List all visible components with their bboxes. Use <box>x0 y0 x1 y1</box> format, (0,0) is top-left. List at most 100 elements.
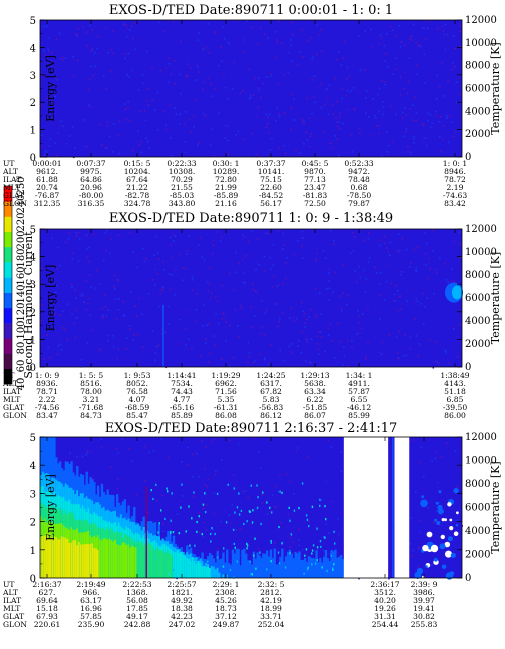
table-row-label: ILAT <box>3 596 21 605</box>
table-cell: 2308. <box>215 588 237 597</box>
heatmap-cell <box>211 440 214 443</box>
heatmap-cell <box>160 288 162 291</box>
heatmap-cell <box>295 449 297 452</box>
table-cell: 72.80 <box>215 175 237 184</box>
heatmap-cell <box>403 87 405 90</box>
heatmap-cell <box>109 252 111 255</box>
heatmap-cell <box>100 540 104 578</box>
heatmap-cell <box>432 521 435 524</box>
heatmap-cell <box>228 272 231 275</box>
y-tick-label: 0 <box>30 153 36 164</box>
heatmap-cell <box>382 105 385 108</box>
heatmap-cell <box>408 266 411 268</box>
heatmap-cell <box>174 107 176 109</box>
heatmap-cell <box>265 113 268 116</box>
heatmap-cell <box>58 57 61 60</box>
heatmap-cell <box>169 288 172 291</box>
heatmap-cell <box>140 151 143 154</box>
heatmap-cell <box>290 60 293 62</box>
heatmap-cell <box>217 300 220 302</box>
y2-tick-label: 0 <box>465 152 471 163</box>
colorbar-segment <box>4 338 12 354</box>
heatmap-cell <box>210 566 214 578</box>
heatmap-cell <box>228 514 231 516</box>
heatmap-cell <box>191 517 193 520</box>
y2-tick-label: 8000 <box>465 61 490 72</box>
heatmap-cell <box>331 340 333 342</box>
heatmap-cell <box>145 50 148 53</box>
heatmap-cell <box>165 128 168 131</box>
heatmap-cell <box>384 299 386 302</box>
table-cell: 18.38 <box>171 604 193 613</box>
heatmap-cell <box>154 556 156 559</box>
heatmap-cell <box>243 522 245 526</box>
heatmap-cell <box>71 125 74 128</box>
table-cell: 4911. <box>348 379 370 388</box>
heatmap-cell <box>205 504 208 506</box>
heatmap-cell <box>227 41 230 44</box>
heatmap-cell <box>156 129 159 131</box>
heatmap-cell <box>333 563 335 566</box>
heatmap-cell <box>451 268 453 270</box>
heatmap-cell <box>337 518 339 520</box>
heatmap-cell <box>260 96 262 99</box>
heatmap-cell <box>159 69 162 72</box>
heatmap-cell <box>389 254 391 256</box>
heatmap-cell <box>278 146 280 149</box>
heatmap-cell <box>62 59 64 61</box>
heatmap-cell <box>273 505 276 508</box>
heatmap-column <box>269 549 273 578</box>
heatmap-cell <box>320 313 322 315</box>
heatmap-streak <box>145 486 147 578</box>
heatmap-cell <box>447 536 453 542</box>
heatmap-cell <box>250 306 252 308</box>
heatmap-cell <box>336 100 339 103</box>
heatmap-cell <box>247 341 250 344</box>
heatmap-cell <box>273 542 276 544</box>
heatmap-cell <box>279 474 281 476</box>
heatmap-cell <box>184 140 187 143</box>
heatmap-cell <box>254 315 256 317</box>
table-cell: 21.99 <box>215 183 237 192</box>
table-cell: 69.64 <box>36 596 58 605</box>
heatmap-cell <box>83 544 86 578</box>
heatmap-cell <box>224 137 226 139</box>
heatmap-column <box>294 551 297 578</box>
heatmap-cell <box>49 138 52 140</box>
heatmap-cell <box>102 538 105 578</box>
heatmap-cell <box>178 253 181 255</box>
heatmap-cell <box>317 87 319 89</box>
heatmap-cell <box>188 338 190 341</box>
heatmap-cell <box>350 90 352 93</box>
heatmap-cell <box>405 128 408 130</box>
heatmap-cell <box>330 446 332 449</box>
heatmap-cell <box>282 232 285 235</box>
heatmap-cell <box>254 537 256 540</box>
heatmap-cell <box>161 286 164 288</box>
heatmap-cell <box>211 95 214 98</box>
heatmap-cell <box>44 54 46 56</box>
heatmap-cell <box>266 501 268 504</box>
heatmap-cell <box>116 544 119 578</box>
heatmap-cell <box>72 75 75 78</box>
heatmap-cell <box>220 60 223 62</box>
table-cell: 3.21 <box>83 395 100 404</box>
heatmap-cell <box>253 437 256 439</box>
table-cell: 74.43 <box>171 387 193 396</box>
heatmap-cell <box>109 70 112 72</box>
heatmap-cell <box>198 531 201 534</box>
heatmap-cell <box>445 279 448 281</box>
heatmap-cell <box>255 153 257 155</box>
heatmap-cell <box>141 74 144 76</box>
heatmap-cell <box>255 508 258 511</box>
table-cell: 70.29 <box>171 175 193 184</box>
heatmap-cell <box>162 110 165 113</box>
heatmap-cell <box>192 495 195 497</box>
y-tick-label: 1 <box>30 546 36 557</box>
table-cell: 220.61 <box>34 620 61 629</box>
heatmap-cell <box>424 305 426 308</box>
heatmap-column <box>222 552 225 578</box>
heatmap-cell <box>143 445 146 448</box>
heatmap-column <box>243 548 246 578</box>
heatmap-cell <box>258 77 260 79</box>
